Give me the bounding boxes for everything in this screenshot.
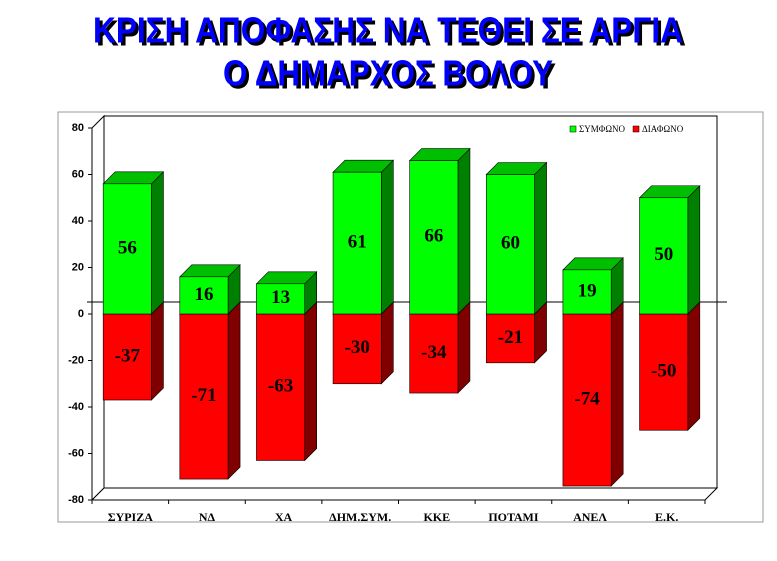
bar-side (151, 301, 164, 401)
data-label: 60 (501, 233, 520, 254)
bar (409, 313, 459, 394)
bar (256, 283, 305, 315)
data-label: -71 (191, 385, 216, 406)
x-tick-label: ΣΥΡΙΖΑ (108, 510, 154, 524)
y-tick-label: 60 (72, 168, 84, 180)
bar-side (457, 301, 471, 394)
bar (639, 313, 689, 431)
data-label: -30 (345, 337, 370, 358)
bar (332, 313, 382, 385)
bar (179, 313, 229, 480)
y-tick-label: -20 (68, 354, 84, 366)
title-shadow: ΚΡΙΣΗ ΑΠΟΦΑΣΗΣ ΝΑ ΤΕΘΕΙ ΣΕ ΑΡΓΙΑ (96, 13, 686, 54)
bar (486, 313, 535, 364)
x-tick-label: ΝΔ (199, 510, 216, 524)
legend-swatch (569, 125, 577, 133)
legend-label: ΣΥΜΦΩΝΟ (579, 124, 626, 134)
x-tick-label: ΧΑ (275, 510, 293, 524)
data-label: 19 (578, 280, 597, 301)
bar-side (534, 161, 547, 315)
x-tick-label: ΚΚΕ (423, 510, 450, 524)
y-tick-label: 20 (72, 261, 84, 273)
chart-title: Ο ΔΗΜΑΡΧΟΣ ΒΟΛΟΥ (223, 53, 553, 94)
bar-side (687, 185, 701, 315)
bar (409, 160, 459, 315)
bar (562, 269, 612, 315)
data-label: 61 (348, 231, 367, 252)
bar-side (687, 301, 701, 431)
y-tick-label: -80 (68, 494, 84, 506)
title-shadow: Ο ΔΗΜΑΡΧΟΣ ΒΟΛΟΥ (226, 56, 556, 97)
data-label: -63 (268, 376, 293, 397)
legend-label: ΔΙΑΦΩΝΟ (642, 124, 684, 134)
x-tick-label: Ε.Κ. (655, 510, 678, 524)
bar-side (304, 301, 317, 462)
x-tick-label: ΠΟΤΑΜΙ (488, 510, 538, 524)
data-label: -37 (115, 345, 141, 366)
data-label: -50 (651, 360, 676, 381)
side-wall (91, 114, 105, 502)
bar-side (381, 301, 394, 385)
chart-title: ΚΡΙΣΗ ΑΠΟΦΑΣΗΣ ΝΑ ΤΕΘΕΙ ΣΕ ΑΡΓΙΑ (93, 10, 683, 51)
y-tick-label: 80 (72, 122, 84, 134)
bar (486, 174, 535, 315)
data-label: 13 (271, 287, 290, 308)
chart-frame (57, 111, 764, 523)
data-label: -21 (498, 327, 523, 348)
bar-side (457, 147, 471, 315)
data-label: -74 (574, 388, 600, 409)
data-label: 56 (118, 237, 137, 258)
x-tick-label: ΑΝΕΛ (573, 510, 607, 524)
bar (639, 197, 689, 315)
bar-side (381, 159, 394, 315)
data-label: 16 (194, 284, 213, 305)
floor (90, 487, 719, 501)
bar (102, 183, 152, 315)
legend-swatch (632, 125, 640, 133)
bar-side (610, 301, 624, 487)
y-tick-label: -60 (68, 447, 84, 459)
x-tick-label: ΔΗΜ.ΣΥΜ. (329, 510, 391, 524)
bar (562, 313, 612, 487)
y-tick-label: -40 (68, 401, 84, 413)
bar-side (227, 301, 241, 480)
y-tick-label: 0 (78, 308, 84, 320)
data-label: 50 (654, 244, 673, 265)
data-label: 66 (424, 226, 443, 247)
data-label: -34 (421, 342, 447, 363)
y-tick-label: 40 (72, 215, 84, 227)
bar-side (151, 171, 164, 315)
bar (179, 276, 229, 315)
bar (332, 171, 382, 315)
